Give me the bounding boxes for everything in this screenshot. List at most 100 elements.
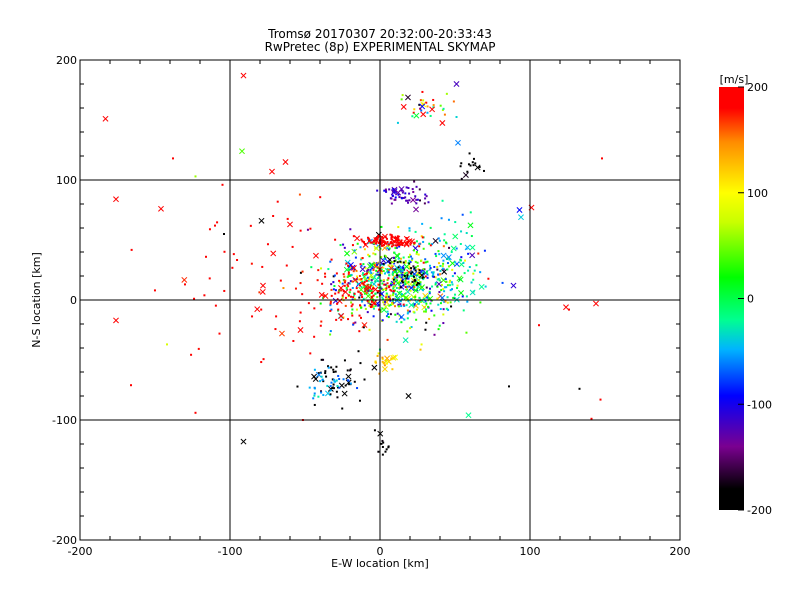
data-point: [359, 362, 362, 365]
data-point: [361, 296, 364, 299]
data-point: [455, 247, 458, 250]
data-point: [399, 281, 402, 284]
data-point: [393, 282, 396, 285]
data-point: [403, 274, 406, 277]
data-point: [299, 229, 302, 232]
data-point: [420, 111, 427, 118]
data-point: [397, 305, 400, 308]
data-point: [459, 165, 462, 168]
data-point: [425, 101, 428, 104]
data-point: [412, 265, 415, 268]
data-point: [371, 267, 374, 270]
data-point: [320, 391, 323, 394]
data-point: [418, 297, 425, 304]
data-point: [397, 303, 400, 306]
data-point: [419, 283, 422, 286]
data-point: [424, 258, 427, 261]
data-point: [335, 390, 338, 393]
data-point: [415, 251, 418, 254]
data-point: [349, 267, 352, 270]
data-point: [429, 244, 432, 247]
data-point: [362, 326, 365, 329]
data-point: [366, 311, 369, 314]
data-point: [425, 302, 428, 305]
data-point: [366, 270, 369, 273]
data-point-outlier: [338, 285, 344, 291]
data-point: [371, 303, 374, 306]
data-point: [367, 277, 370, 280]
data-point: [387, 277, 390, 280]
data-point: [342, 316, 345, 319]
data-point: [366, 284, 373, 291]
data-point: [313, 368, 316, 371]
data-point: [341, 294, 344, 297]
data-point: [469, 289, 476, 296]
data-point: [334, 292, 337, 295]
data-point: [391, 368, 394, 371]
data-point: [446, 284, 449, 287]
data-point: [372, 307, 375, 310]
data-point: [354, 321, 357, 324]
data-point: [407, 275, 410, 278]
data-point: [391, 273, 394, 276]
data-point: [374, 361, 377, 364]
data-point: [351, 286, 354, 289]
data-point: [396, 121, 399, 124]
data-point: [449, 301, 452, 304]
data-point: [382, 244, 385, 247]
data-point: [312, 376, 319, 382]
data-point: [419, 103, 426, 110]
data-point: [472, 272, 475, 275]
data-point: [394, 305, 397, 308]
data-point: [453, 296, 456, 299]
data-point-outlier: [282, 159, 289, 165]
data-point: [436, 285, 439, 288]
data-point: [359, 266, 366, 273]
data-point: [437, 237, 440, 240]
data-point: [432, 275, 435, 278]
data-point: [362, 297, 365, 300]
data-point: [197, 347, 200, 350]
data-point: [353, 292, 356, 295]
data-point: [421, 276, 424, 279]
data-point: [347, 294, 350, 297]
data-point: [428, 287, 431, 290]
data-point: [190, 353, 193, 356]
data-point: [402, 197, 405, 200]
data-point: [430, 309, 433, 312]
data-point: [324, 370, 327, 373]
data-point: [443, 233, 446, 236]
data-point: [415, 318, 418, 321]
data-point: [401, 280, 404, 283]
data-point: [460, 230, 463, 233]
data-point: [405, 186, 408, 189]
data-point: [338, 279, 341, 282]
data-point: [425, 308, 428, 311]
data-point: [349, 369, 352, 372]
data-point: [437, 273, 440, 276]
data-point: [384, 450, 387, 453]
data-point: [450, 251, 453, 254]
data-point: [422, 240, 425, 243]
x-tick-label: 100: [520, 545, 541, 558]
data-point: [340, 289, 343, 292]
data-point: [415, 185, 418, 188]
data-point: [377, 236, 380, 239]
data-point: [394, 276, 397, 279]
y-tick-label: 200: [56, 54, 77, 67]
data-point: [358, 278, 361, 281]
data-point: [350, 301, 353, 304]
data-point: [397, 193, 400, 196]
data-point: [455, 115, 458, 118]
data-point: [329, 260, 332, 263]
data-point: [414, 295, 417, 298]
data-point: [367, 279, 370, 282]
data-point: [333, 285, 336, 288]
data-point: [418, 299, 421, 302]
data-point: [386, 278, 389, 281]
data-point: [382, 303, 389, 310]
data-point: [364, 290, 367, 293]
data-point: [367, 271, 370, 274]
data-point: [405, 277, 408, 280]
data-point: [364, 267, 367, 270]
